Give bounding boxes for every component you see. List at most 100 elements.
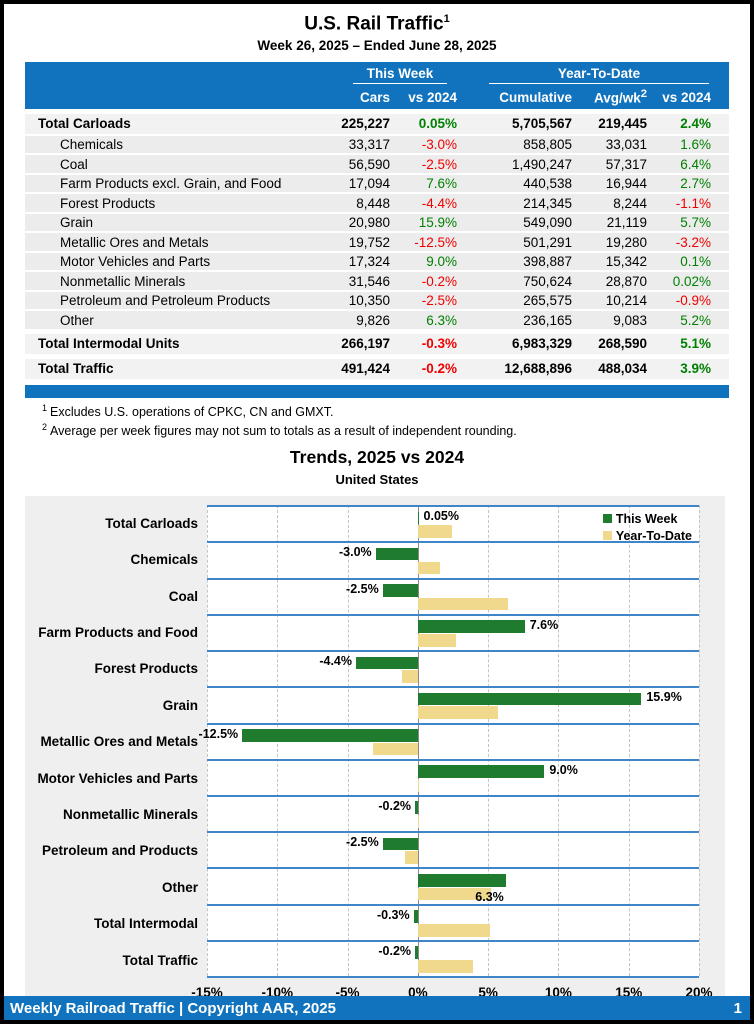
chart-category-label: Coal [168, 588, 198, 604]
column-header-cars: Cars [359, 89, 390, 105]
year-to-date-bar [417, 778, 420, 792]
row-value: 750,624 [523, 273, 572, 289]
bar-value-label: -2.5% [346, 835, 379, 850]
chart-category-label: Metallic Ores and Metals [40, 734, 198, 750]
row-label: Total Traffic [38, 361, 114, 377]
row-value: -3.0% [421, 137, 457, 153]
row-value: -0.9% [675, 293, 711, 309]
rail-traffic-table: This Week Year-To-Date Cars vs 2024 Cumu… [25, 62, 729, 379]
row-label: Other [60, 312, 94, 328]
legend-label-this-week: This Week [615, 511, 678, 526]
row-value: 57,317 [605, 156, 647, 172]
year-to-date-bar [417, 887, 491, 901]
zero-gridline [417, 505, 419, 977]
this-week-bar [417, 873, 507, 887]
bar-value-label: -0.2% [378, 799, 412, 814]
row-value: 236,165 [523, 312, 572, 328]
this-week-bar [242, 728, 418, 742]
this-week-bar [415, 946, 418, 960]
row-value: 15.9% [418, 215, 457, 231]
chart-band: 15.9% [207, 686, 699, 722]
year-to-date-bar [417, 633, 456, 647]
chart-category-label: Farm Products and Food [38, 625, 198, 640]
column-header-cumulative: Cumulative [499, 89, 572, 105]
chart-category-label: Other [161, 879, 198, 895]
year-to-date-bar [417, 525, 452, 538]
row-label: Petroleum and Petroleum Products [60, 293, 271, 309]
chart-band: 7.6% [207, 613, 699, 650]
gridline [628, 505, 630, 977]
row-value: 268,590 [598, 336, 647, 352]
year-to-date-bar [405, 851, 418, 865]
row-value: -12.5% [414, 234, 457, 250]
row-label: Nonmetallic Minerals [60, 273, 186, 289]
chart-category-label: Total Traffic [122, 952, 198, 968]
bar-value-label: 0.05% [423, 509, 459, 524]
row-label: Total Carloads [38, 116, 131, 132]
row-value: -3.2% [675, 234, 711, 250]
row-value: 9.0% [426, 254, 457, 270]
row-value: 858,805 [523, 137, 572, 153]
row-value: 9,826 [356, 312, 390, 328]
table-header: This Week Year-To-Date Cars vs 2024 Cumu… [25, 62, 729, 109]
row-value: 5.1% [680, 336, 711, 352]
table-row: Farm Products excl. Grain, and Food 17,09… [25, 174, 729, 193]
row-value: -2.5% [421, 156, 457, 172]
chart-band: -0.2% [207, 939, 699, 976]
this-week-bar [375, 547, 418, 561]
chart-band: 0.05% [207, 505, 699, 541]
row-value: 12,688,896 [504, 361, 572, 377]
group-header-this-week: This Week [353, 66, 447, 85]
legend-item-year-to-date: Year-To-Date [602, 527, 692, 544]
row-value: -2.5% [421, 293, 457, 309]
footnote: 1 Excludes U.S. operations of CPKC, CN an… [42, 403, 750, 419]
page-subtitle: Week 26, 2025 – Ended June 28, 2025 [257, 38, 497, 54]
row-label: Motor Vehicles and Parts [60, 254, 211, 270]
avg-wk-footnote-marker: 2 [640, 88, 647, 101]
row-value: 8,448 [356, 195, 390, 211]
row-label: Grain [60, 215, 94, 231]
row-value: 491,424 [341, 361, 390, 377]
row-value: 19,280 [605, 234, 647, 250]
bar-value-label: -12.5% [198, 726, 239, 741]
bar-value-label: 15.9% [646, 690, 682, 705]
row-value: 16,944 [605, 176, 647, 192]
row-label: Forest Products [60, 195, 156, 211]
bar-value-label: -0.3% [376, 907, 410, 922]
chart-bands: 0.05% -3.0% -2.5% 7.6% -4.4% 15.9% -12.5% 9.0% -… [199, 505, 699, 976]
row-value: 6.4% [680, 156, 711, 172]
bar-value-label: 9.0% [549, 762, 578, 777]
row-value: 2.4% [680, 116, 711, 132]
year-to-date-bar [417, 923, 490, 937]
table-row: Coal 56,590 -2.5% 1,490,247 57,317 6.4% [25, 155, 729, 173]
row-value: 17,094 [348, 176, 390, 192]
chart-category-labels: Total Carloads Chemicals Coal Farm Products… [25, 505, 207, 978]
year-to-date-bar [402, 670, 418, 683]
chart-band: 6.3% [207, 867, 699, 904]
table-column-header-row: Cars vs 2024 Cumulative Avg/wk2 vs 2024 [25, 84, 729, 106]
row-value: 5,705,567 [511, 116, 572, 132]
row-value: 3.9% [680, 361, 711, 377]
this-week-bar [417, 765, 545, 778]
row-value: 8,244 [613, 195, 647, 211]
row-value: 10,350 [348, 293, 390, 309]
row-value: 0.02% [672, 273, 711, 289]
year-to-date-bar [417, 960, 473, 973]
footnote-marker: 1 [42, 402, 48, 413]
row-value: 265,575 [523, 293, 572, 309]
this-week-bar [382, 837, 418, 851]
row-value: 440,538 [523, 176, 572, 192]
row-value: 501,291 [523, 234, 572, 250]
gridline [207, 505, 208, 977]
chart-band: -0.3% [207, 903, 699, 940]
row-value: 33,317 [348, 137, 390, 153]
bar-value-label: -4.4% [319, 654, 352, 669]
bar-value-label: 6.3% [475, 889, 504, 904]
row-value: 0.1% [680, 254, 711, 270]
footer-bar: Weekly Railroad Traffic | Copyright AAR,… [4, 996, 750, 1020]
chart-band: -2.5% [207, 577, 699, 614]
row-value: 7.6% [426, 176, 457, 192]
row-value: 488,034 [598, 361, 647, 377]
chart-title: Trends, 2025 vs 2024 [289, 447, 465, 468]
column-header-wk-vs-2024: vs 2024 [408, 89, 457, 105]
